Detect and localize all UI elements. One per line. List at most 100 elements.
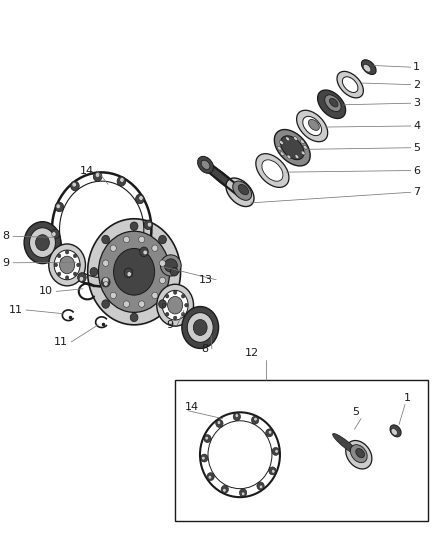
- Text: 7: 7: [413, 187, 420, 197]
- Ellipse shape: [57, 272, 61, 276]
- Ellipse shape: [205, 164, 240, 193]
- Ellipse shape: [102, 278, 110, 287]
- Ellipse shape: [329, 99, 338, 107]
- Ellipse shape: [201, 456, 205, 460]
- Ellipse shape: [303, 146, 307, 149]
- Ellipse shape: [207, 473, 214, 481]
- Ellipse shape: [181, 312, 185, 316]
- Ellipse shape: [275, 449, 278, 453]
- Ellipse shape: [93, 172, 102, 181]
- Text: 8: 8: [201, 344, 208, 354]
- Ellipse shape: [257, 482, 264, 490]
- Text: 4: 4: [413, 121, 420, 131]
- Ellipse shape: [262, 160, 283, 181]
- Ellipse shape: [198, 156, 213, 173]
- Ellipse shape: [110, 292, 117, 298]
- Ellipse shape: [301, 151, 305, 155]
- Ellipse shape: [102, 277, 109, 284]
- Text: 9: 9: [3, 258, 10, 268]
- Ellipse shape: [77, 263, 80, 266]
- Text: 11: 11: [54, 337, 68, 347]
- Ellipse shape: [182, 306, 219, 349]
- Ellipse shape: [204, 434, 211, 442]
- Ellipse shape: [24, 222, 61, 264]
- Ellipse shape: [235, 414, 239, 417]
- Ellipse shape: [187, 313, 213, 342]
- Text: 14: 14: [185, 402, 199, 412]
- Ellipse shape: [164, 259, 177, 272]
- Ellipse shape: [139, 301, 145, 307]
- Ellipse shape: [152, 245, 158, 252]
- Ellipse shape: [59, 255, 68, 264]
- Ellipse shape: [361, 60, 376, 75]
- Ellipse shape: [350, 445, 367, 463]
- Ellipse shape: [295, 155, 299, 159]
- Ellipse shape: [173, 290, 177, 294]
- Ellipse shape: [65, 276, 69, 279]
- Ellipse shape: [73, 272, 77, 276]
- Ellipse shape: [136, 194, 144, 204]
- Ellipse shape: [221, 486, 229, 494]
- Ellipse shape: [72, 182, 76, 187]
- Ellipse shape: [272, 447, 279, 455]
- Ellipse shape: [205, 437, 208, 440]
- Ellipse shape: [78, 273, 86, 282]
- Text: 13: 13: [199, 274, 213, 285]
- Ellipse shape: [95, 173, 100, 177]
- Text: 1: 1: [403, 393, 410, 403]
- Ellipse shape: [54, 263, 58, 266]
- Ellipse shape: [208, 475, 212, 479]
- Ellipse shape: [201, 160, 210, 169]
- Ellipse shape: [55, 202, 64, 212]
- Ellipse shape: [287, 155, 291, 159]
- Ellipse shape: [300, 140, 304, 144]
- Ellipse shape: [51, 229, 60, 239]
- Ellipse shape: [303, 116, 321, 135]
- Ellipse shape: [104, 281, 108, 286]
- Ellipse shape: [201, 454, 208, 462]
- Ellipse shape: [102, 300, 110, 308]
- Ellipse shape: [268, 430, 272, 434]
- Ellipse shape: [166, 312, 169, 316]
- Text: 11: 11: [9, 305, 23, 315]
- Ellipse shape: [88, 219, 180, 325]
- Ellipse shape: [325, 95, 341, 111]
- Ellipse shape: [281, 136, 304, 160]
- Ellipse shape: [124, 236, 130, 243]
- Ellipse shape: [35, 235, 49, 251]
- Ellipse shape: [277, 146, 281, 150]
- Ellipse shape: [363, 64, 371, 72]
- Ellipse shape: [185, 303, 188, 307]
- Ellipse shape: [181, 294, 185, 298]
- Ellipse shape: [127, 272, 131, 277]
- Ellipse shape: [130, 313, 138, 321]
- Ellipse shape: [162, 290, 188, 320]
- Text: 3: 3: [413, 98, 420, 108]
- Ellipse shape: [254, 417, 257, 421]
- Text: 5: 5: [413, 143, 420, 153]
- Ellipse shape: [139, 196, 143, 200]
- Ellipse shape: [117, 176, 126, 186]
- Text: 14: 14: [80, 166, 94, 176]
- Ellipse shape: [193, 319, 207, 335]
- Text: 5: 5: [352, 407, 359, 417]
- Ellipse shape: [226, 178, 254, 207]
- Ellipse shape: [233, 181, 251, 200]
- Ellipse shape: [293, 136, 297, 141]
- Ellipse shape: [29, 228, 56, 257]
- Text: 9: 9: [167, 320, 174, 330]
- Ellipse shape: [318, 90, 346, 118]
- Ellipse shape: [99, 231, 170, 312]
- Ellipse shape: [60, 259, 64, 263]
- Ellipse shape: [159, 277, 166, 284]
- Ellipse shape: [269, 467, 276, 475]
- Ellipse shape: [251, 416, 259, 424]
- Ellipse shape: [162, 303, 166, 307]
- Ellipse shape: [71, 181, 79, 191]
- Ellipse shape: [102, 235, 110, 244]
- Ellipse shape: [390, 425, 401, 437]
- Ellipse shape: [57, 254, 61, 258]
- Ellipse shape: [241, 492, 245, 496]
- Ellipse shape: [147, 222, 152, 227]
- Ellipse shape: [139, 236, 145, 243]
